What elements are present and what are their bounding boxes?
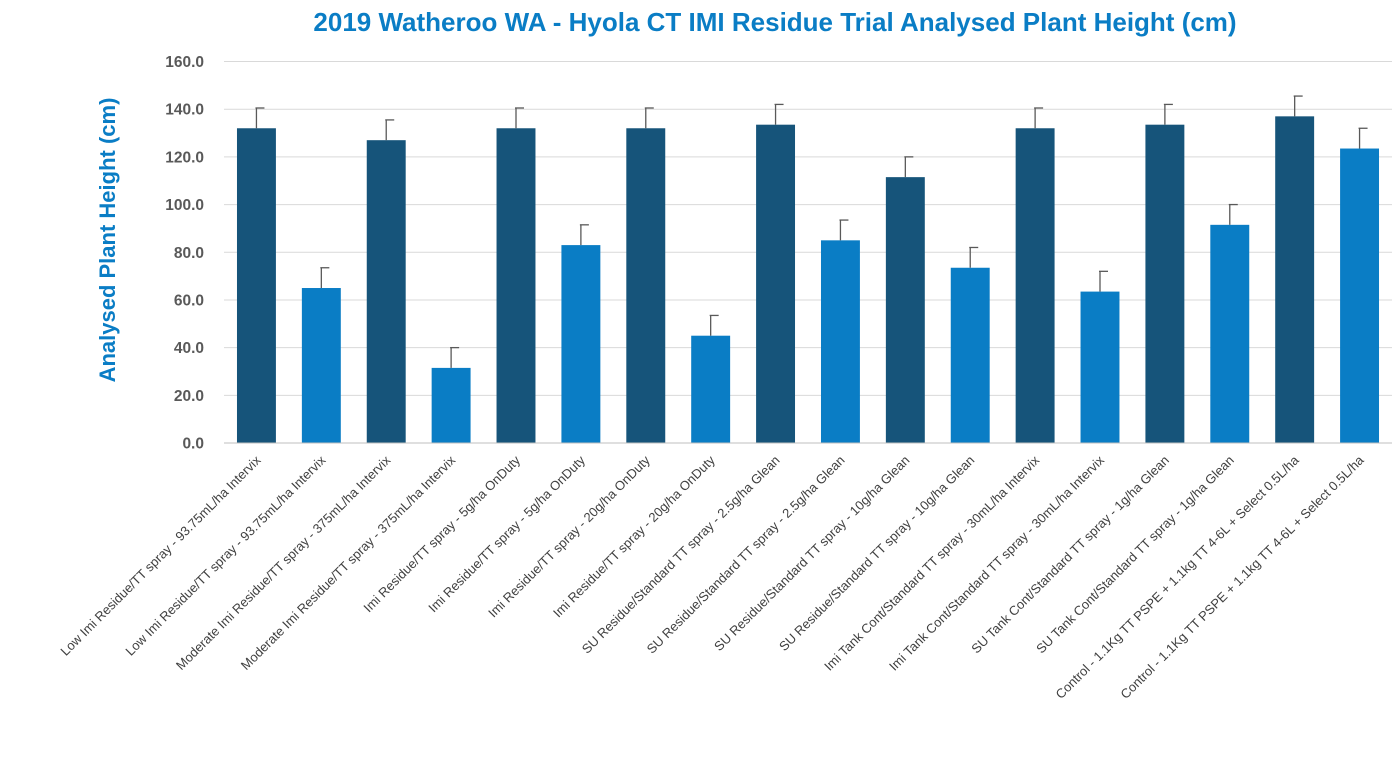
x-tick-label: Moderate Imi Residue/TT spray - 375mL/ha…: [238, 452, 459, 673]
y-tick-label: 20.0: [174, 388, 204, 405]
y-tick-label: 120.0: [165, 149, 204, 166]
bar: [236, 128, 276, 443]
bar: [496, 128, 536, 443]
x-tick-label: Moderate Imi Residue/TT spray - 375mL/ha…: [173, 452, 394, 673]
chart-title: 2019 Watheroo WA - Hyola CT IMI Residue …: [313, 7, 1236, 37]
x-tick-label: Control - 1.1Kg TT PSPE + 1.1kg TT 4-6L …: [1117, 452, 1367, 702]
bar: [1080, 291, 1120, 443]
bar: [885, 177, 925, 443]
y-tick-label: 40.0: [174, 340, 204, 357]
bar: [756, 124, 796, 443]
y-tick-label: 60.0: [174, 292, 204, 309]
y-tick-label: 0.0: [182, 436, 204, 453]
bar: [626, 128, 666, 443]
y-axis-ticks: 0.0 20.0 40.0 60.0 80.0 100.0 120.0 140.0 160.0: [165, 54, 204, 453]
error-bars: [255, 95, 1368, 368]
y-tick-label: 80.0: [174, 245, 204, 262]
bar: [1015, 128, 1055, 443]
bar: [820, 240, 860, 443]
x-axis-category-labels: Low Imi Residue/TT spray - 93.75mL/ha In…: [57, 452, 1367, 702]
gridlines: [224, 61, 1392, 396]
x-tick-label: Control - 1.1Kg TT PSPE + 1.1kg TT 4-6L …: [1053, 452, 1303, 702]
bar: [561, 245, 601, 443]
bar: [301, 288, 341, 443]
x-tick-label: Imi Tank Cont/Standard TT spray - 30mL/h…: [821, 452, 1042, 673]
y-axis-label: Analysed Plant Height (cm): [95, 98, 120, 383]
y-tick-label: 160.0: [165, 54, 204, 71]
bar: [366, 140, 406, 443]
bar: [691, 335, 731, 443]
bar: [1145, 124, 1185, 443]
bar: [1275, 116, 1315, 443]
bars: [236, 116, 1380, 443]
x-tick-label: Imi Tank Cont/Standard TT spray - 30mL/h…: [886, 452, 1107, 673]
bar: [950, 267, 990, 443]
bar: [1210, 224, 1250, 443]
bar: [431, 367, 471, 443]
y-tick-label: 100.0: [165, 197, 204, 214]
bar: [1340, 148, 1380, 443]
y-tick-label: 140.0: [165, 102, 204, 119]
